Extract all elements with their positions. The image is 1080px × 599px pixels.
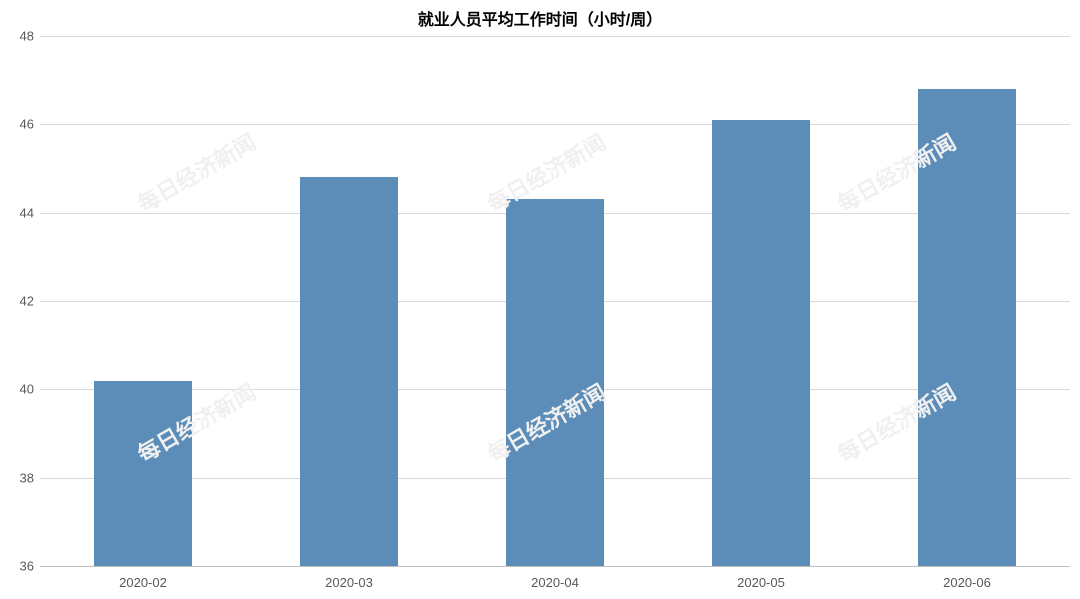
y-tick-label: 46 — [6, 117, 34, 132]
x-tick-label: 2020-05 — [737, 575, 785, 590]
bar — [300, 177, 399, 566]
y-tick-label: 44 — [6, 205, 34, 220]
y-tick-label: 38 — [6, 470, 34, 485]
bar — [94, 381, 193, 567]
y-tick-label: 40 — [6, 382, 34, 397]
gridline — [40, 566, 1070, 567]
watermark-text: 每日经济新闻 — [131, 125, 261, 219]
bar — [712, 120, 811, 566]
y-tick-label: 42 — [6, 294, 34, 309]
gridline — [40, 124, 1070, 125]
x-tick-label: 2020-06 — [943, 575, 991, 590]
y-tick-label: 48 — [6, 29, 34, 44]
chart-container: 就业人员平均工作时间（小时/周） 363840424446482020-0220… — [0, 0, 1080, 599]
chart-title: 就业人员平均工作时间（小时/周） — [0, 6, 1080, 30]
y-tick-label: 36 — [6, 559, 34, 574]
x-tick-label: 2020-03 — [325, 575, 373, 590]
bar — [506, 199, 605, 566]
x-tick-label: 2020-02 — [119, 575, 167, 590]
gridline — [40, 36, 1070, 37]
plot-area: 363840424446482020-022020-032020-042020-… — [40, 36, 1070, 566]
bar — [918, 89, 1017, 566]
x-tick-label: 2020-04 — [531, 575, 579, 590]
